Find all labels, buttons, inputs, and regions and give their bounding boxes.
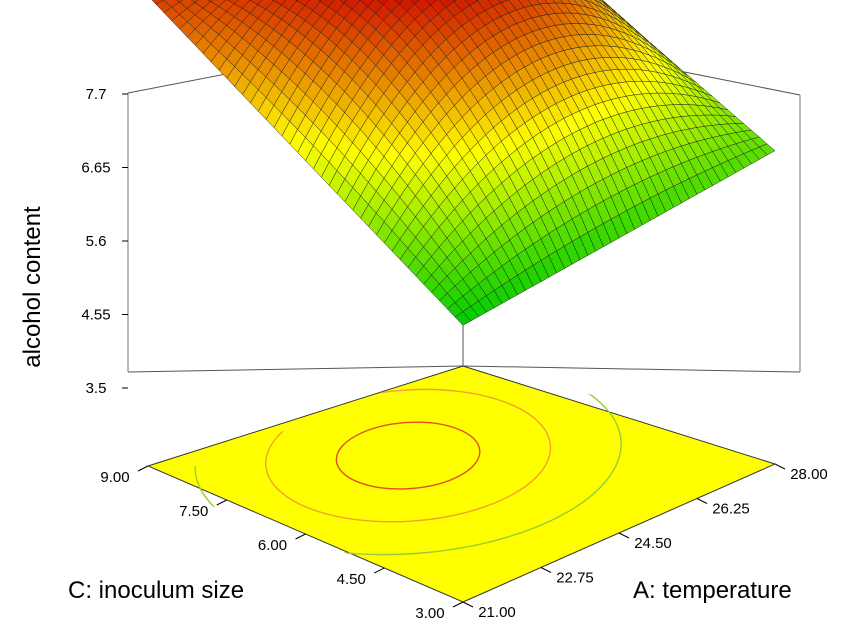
y-tick-label: 7.50 bbox=[179, 503, 208, 520]
surface-facet bbox=[339, 0, 348, 4]
surface-facet bbox=[176, 0, 184, 3]
x-tick-mark bbox=[618, 532, 630, 539]
z-tick-label: 4.55 bbox=[81, 307, 110, 324]
z-axis-title: alcohol content bbox=[19, 206, 46, 368]
contour-line bbox=[265, 388, 552, 523]
contour-line bbox=[335, 421, 481, 490]
x-tick-mark bbox=[462, 601, 474, 608]
z-tick-label: 5.6 bbox=[86, 233, 107, 250]
y-tick-label: 3.00 bbox=[415, 605, 444, 622]
z-tick-label: 6.65 bbox=[81, 160, 110, 177]
y-tick-mark bbox=[216, 499, 227, 506]
y-tick-mark bbox=[137, 465, 149, 472]
z-tick-label: 7.7 bbox=[86, 86, 107, 103]
x-tick-label: 24.50 bbox=[634, 535, 672, 552]
x-tick-label: 26.25 bbox=[712, 501, 750, 518]
y-tick-label: 6.00 bbox=[258, 537, 287, 554]
x-tick-label: 22.75 bbox=[556, 570, 594, 587]
x-axis-title: A: temperature bbox=[633, 577, 792, 604]
y-tick-mark bbox=[452, 601, 464, 608]
y-tick-mark bbox=[374, 567, 385, 574]
surface-facet bbox=[454, 311, 472, 326]
back-floor-left-edge bbox=[127, 365, 464, 373]
x-tick-mark bbox=[774, 463, 786, 470]
y-tick-mark bbox=[295, 533, 306, 540]
z-tick-label: 3.5 bbox=[86, 380, 107, 397]
y-tick-label: 4.50 bbox=[337, 571, 366, 588]
back-floor-right-edge bbox=[462, 365, 801, 373]
y-axis-title: C: inoculum size bbox=[68, 577, 244, 604]
x-tick-label: 28.00 bbox=[790, 466, 828, 483]
surface-facet bbox=[190, 0, 199, 3]
x-tick-mark bbox=[696, 498, 708, 504]
y-tick-label: 9.00 bbox=[100, 469, 129, 486]
surface-facet bbox=[410, 0, 420, 5]
surface-facet bbox=[207, 0, 214, 2]
x-tick-mark bbox=[540, 567, 552, 573]
floor-plane bbox=[146, 365, 777, 603]
surface-facet bbox=[394, 0, 404, 5]
x-tick-label: 21.00 bbox=[478, 604, 516, 621]
